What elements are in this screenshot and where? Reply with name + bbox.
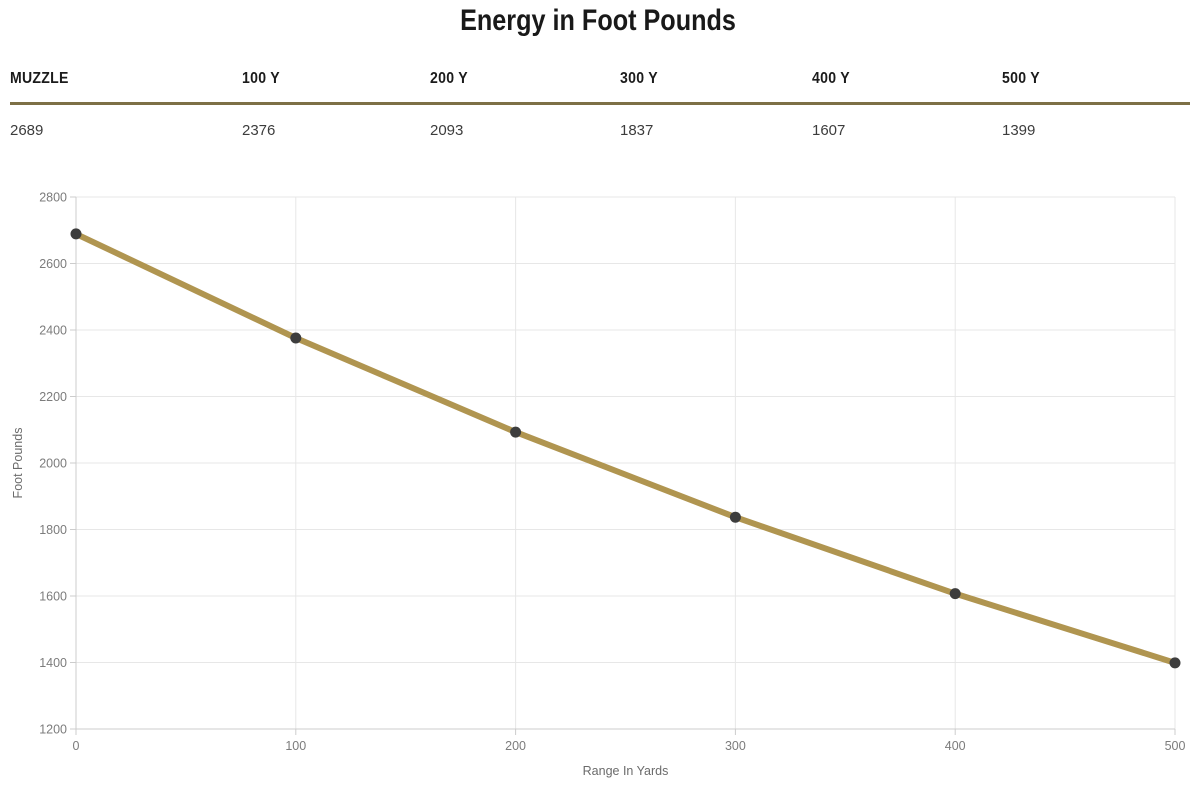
x-tick-label: 100 (285, 739, 306, 753)
y-tick-label: 1800 (39, 523, 67, 537)
table-header-300y: 300 Y (620, 69, 812, 105)
table-header-muzzle: MUZZLE (10, 69, 242, 105)
y-tick-label: 1400 (39, 656, 67, 670)
data-point[interactable] (949, 587, 961, 599)
y-axis-title: Foot Pounds (11, 427, 25, 498)
energy-chart: 1200 1400 1600 1800 2000 2200 2400 2600 2800 0 100… (0, 179, 1196, 786)
x-tick-label: 200 (505, 739, 526, 753)
table-header-400y: 400 Y (812, 69, 1002, 105)
y-tick-label: 2600 (39, 257, 67, 271)
series-line (73, 230, 1178, 666)
table-cell-400y: 1607 (812, 121, 846, 139)
table-header-500y: 500 Y (1002, 69, 1190, 105)
table-cell-300y: 1837 (620, 121, 654, 139)
y-tick-label: 2200 (39, 390, 67, 404)
table-header-row: MUZZLE 100 Y 200 Y 300 Y 400 Y 500 Y (10, 69, 1190, 105)
data-point[interactable] (70, 227, 82, 239)
table-row: 2689 2376 2093 1837 1607 1399 (10, 103, 1190, 139)
y-tick-label: 2800 (39, 190, 67, 204)
table-cell-100y: 2376 (242, 121, 276, 139)
data-point[interactable] (510, 426, 522, 438)
table-header-100y: 100 Y (242, 69, 430, 105)
x-tick-label: 0 (73, 739, 80, 753)
energy-table: MUZZLE 100 Y 200 Y 300 Y 400 Y 500 Y 268… (10, 69, 1190, 139)
y-tick-label: 2400 (39, 323, 67, 337)
y-tick-label: 1200 (39, 722, 67, 736)
x-axis-title: Range In Yards (583, 764, 669, 778)
table-cell-200y: 2093 (430, 121, 464, 139)
y-tick-label: 2000 (39, 456, 67, 470)
page-title: Energy in Foot Pounds (460, 4, 736, 37)
x-tick-label: 300 (725, 739, 746, 753)
table-header-200y: 200 Y (430, 69, 620, 105)
y-tick-label: 1600 (39, 589, 67, 603)
data-point[interactable] (729, 511, 741, 523)
x-tick-label: 400 (945, 739, 966, 753)
data-point[interactable] (290, 331, 302, 343)
x-tick-label: 500 (1165, 739, 1186, 753)
energy-chart-svg: 1200 1400 1600 1800 2000 2200 2400 2600 2800 0 100… (11, 190, 1186, 778)
table-cell-500y: 1399 (1002, 121, 1036, 139)
data-point[interactable] (1169, 656, 1181, 668)
table-cell-muzzle: 2689 (10, 121, 44, 139)
